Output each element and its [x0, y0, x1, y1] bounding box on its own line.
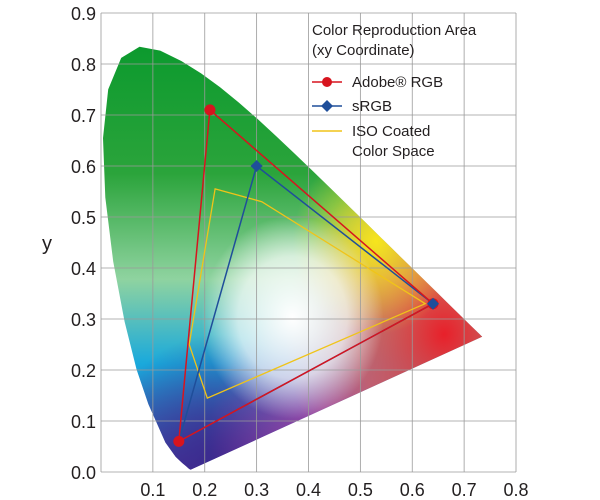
x-tick-label: 0.4: [296, 480, 321, 500]
x-tick-label: 0.7: [452, 480, 477, 500]
y-tick-label: 0.3: [71, 310, 96, 330]
y-tick-label: 0.9: [71, 4, 96, 24]
legend-iso-coated-label-line-1: ISO Coated: [352, 123, 430, 140]
grid-lines: [101, 12, 517, 472]
legend-title-line-2: (xy Coordinate): [312, 42, 415, 59]
adobe-rgb-point: [204, 104, 216, 116]
legend-srgb-marker: [321, 100, 333, 112]
x-tick-label: 0.2: [192, 480, 217, 500]
legend-title-line-1: Color Reproduction Area: [312, 22, 477, 39]
legend: Color Reproduction Area (xy Coordinate) …: [312, 22, 477, 160]
srgb-point: [427, 297, 439, 310]
x-tick-label: 0.8: [503, 480, 528, 500]
spectral-locus-gamut: [103, 46, 483, 470]
y-tick-label: 0.5: [71, 208, 96, 228]
legend-adobe-rgb-marker: [322, 77, 332, 87]
y-tick-label: 0.1: [71, 412, 96, 432]
y-tick-label: 0.0: [71, 463, 96, 483]
x-tick-label: 0.3: [244, 480, 269, 500]
adobe-rgb-point: [173, 435, 185, 447]
series-layer: [173, 104, 439, 447]
y-tick-label: 0.6: [71, 157, 96, 177]
gamut-white-layer: [103, 46, 483, 470]
x-tick-label: 0.1: [140, 480, 165, 500]
axes: 0.1 0.2 0.3 0.4 0.5 0.6 0.7 0.8 0.0 0.1 0.2 0.3 0.4 0…: [42, 4, 529, 500]
x-tick-label: 0.6: [400, 480, 425, 500]
iso-coated-gamut-outline: [188, 188, 427, 399]
x-tick-label: 0.5: [348, 480, 373, 500]
adobe-rgb-gamut-outline: [177, 108, 435, 443]
y-tick-label: 0.4: [71, 259, 96, 279]
legend-adobe-rgb-label: Adobe® RGB: [352, 74, 443, 91]
legend-srgb-label: sRGB: [352, 98, 392, 115]
y-axis-label: y: [42, 233, 52, 255]
srgb-point: [250, 160, 263, 172]
y-tick-label: 0.8: [71, 55, 96, 75]
y-tick-label: 0.2: [71, 361, 96, 381]
y-tick-label: 0.7: [71, 106, 96, 126]
legend-iso-coated-label-line-2: Color Space: [352, 143, 435, 160]
